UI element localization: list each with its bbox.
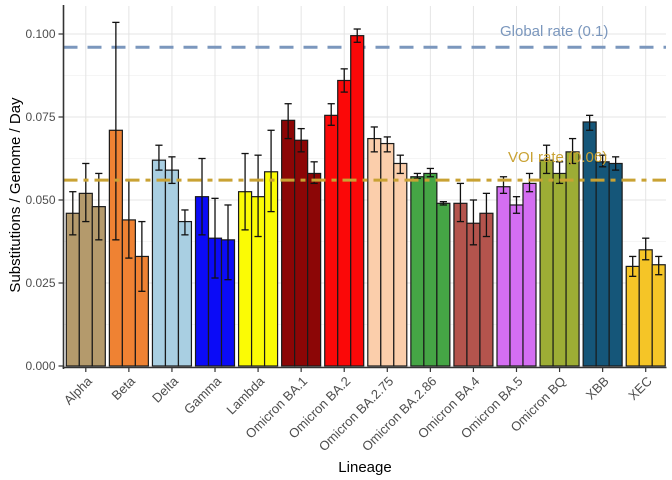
bar-xec-3 — [651, 264, 666, 367]
bar-omicron-ba-1-3 — [307, 172, 322, 367]
voi-rate-label: VOI rate (0.06) — [508, 149, 608, 166]
bar-omicron-ba-1-1 — [281, 119, 296, 367]
x-tick-label: Omicron BA.2.86 — [359, 374, 440, 455]
x-tick-label: XEC — [625, 374, 655, 404]
bar-omicron-ba-1-2 — [294, 139, 309, 367]
bar-omicron-ba-2-1 — [324, 114, 339, 367]
bar-omicron-ba-5-3 — [522, 182, 537, 367]
bar-alpha-1 — [65, 212, 80, 367]
x-tick-label: Gamma — [181, 373, 225, 417]
bar-omicron-ba-2-86-3 — [436, 202, 451, 367]
bar-omicron-ba-2-75-1 — [367, 137, 382, 367]
bar-delta-2 — [164, 169, 180, 367]
x-tick-label: Alpha — [61, 373, 96, 408]
x-tick-label: Beta — [108, 373, 138, 403]
y-tick-label: 0.025 — [25, 276, 55, 290]
bar-delta-1 — [151, 159, 167, 367]
bar-omicron-ba-2-2 — [337, 79, 352, 367]
x-tick-label: Omicron BA.2.75 — [316, 374, 397, 455]
bar-omicron-ba-2-86-1 — [410, 176, 425, 367]
bar-omicron-ba-2-75-2 — [380, 142, 395, 367]
x-tick-label: XBB — [583, 374, 612, 403]
bar-xec-1 — [625, 265, 640, 367]
bar-xbb-3 — [608, 162, 623, 367]
bar-xbb-2 — [595, 161, 610, 367]
y-tick-label: 0.100 — [25, 27, 55, 41]
bar-omicron-ba-2-3 — [350, 35, 365, 367]
y-tick-label: 0.000 — [25, 359, 55, 373]
bar-omicron-ba-5-2 — [509, 204, 524, 367]
x-tick-label: Delta — [149, 373, 182, 406]
x-tick-label: Lambda — [223, 373, 267, 417]
bar-xec-2 — [638, 249, 653, 367]
y-tick-label: 0.050 — [25, 193, 55, 207]
bar-delta-3 — [177, 220, 193, 367]
bar-omicron-ba-4-1 — [453, 202, 468, 367]
bar-omicron-ba-2-75-3 — [393, 162, 408, 367]
bar-omicron-bq-3 — [565, 151, 580, 367]
bar-omicron-bq-1 — [539, 159, 554, 367]
bar-omicron-bq-2 — [552, 172, 567, 367]
global-rate-label: Global rate (0.1) — [500, 23, 609, 40]
y-tick-label: 0.075 — [25, 110, 55, 124]
x-axis-title: Lineage — [338, 459, 392, 476]
bar-omicron-ba-5-1 — [496, 186, 511, 367]
bar-omicron-ba-2-86-2 — [423, 172, 438, 367]
y-axis-title: Substitutions / Genome / Day — [7, 97, 24, 293]
